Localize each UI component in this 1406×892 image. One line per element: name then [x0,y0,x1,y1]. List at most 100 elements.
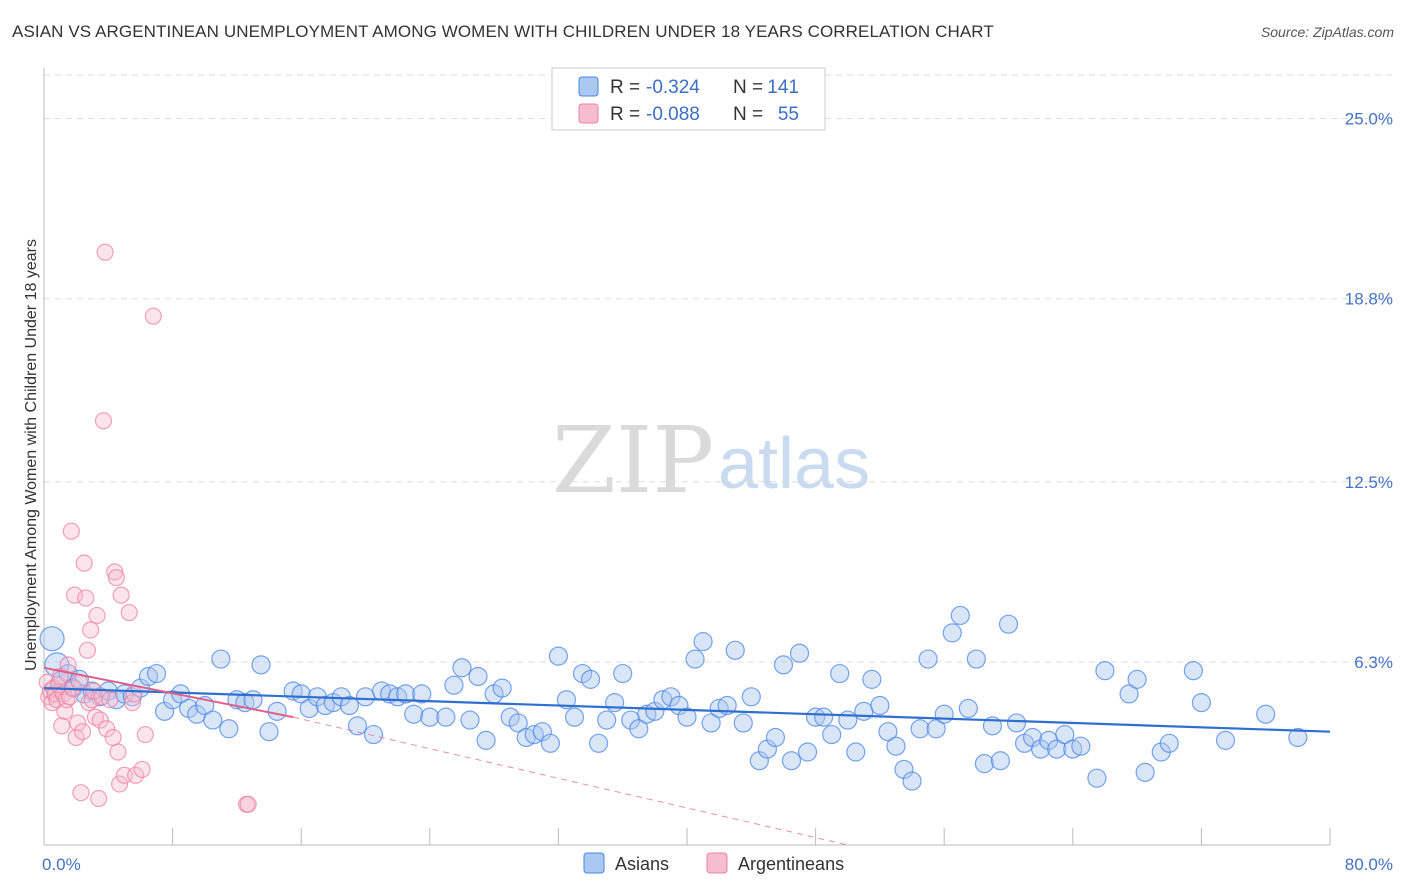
legend-n-label-asians: N = [733,77,763,98]
point-asians [580,669,601,689]
chart-source: Source: ZipAtlas.com [1260,24,1394,40]
point-argentineans [91,711,109,729]
legend-r-value-asians: -0.324 [646,77,700,98]
point-argentineans [94,412,113,430]
point-asians [781,751,802,771]
point-asians [741,687,761,707]
point-asians [556,690,577,710]
watermark: ZIP atlas [552,407,870,514]
point-asians [966,649,986,669]
trend-line-argentineans [43,666,294,719]
bottom-legend-label-argentineans: Argentineans [738,854,844,874]
point-asians [613,663,633,684]
watermark-zip: ZIP [552,407,714,514]
point-asians [597,710,617,730]
point-asians [396,684,416,704]
point-argentineans [123,694,142,712]
point-argentineans [43,694,61,712]
point-argentineans [239,795,257,813]
point-asians [862,669,882,689]
point-asians [540,733,560,753]
point-asians [830,663,850,684]
point-argentineans [96,243,114,261]
legend-n-value-asians: 141 [767,77,799,98]
bottom-legend: Asians Argentineans [583,852,844,874]
point-asians [1087,768,1107,788]
point-argentineans [77,589,95,607]
point-asians [693,632,713,652]
legend-n-label-argentineans: N = [733,104,763,125]
point-asians [339,695,360,716]
point-argentineans [136,725,154,744]
point-asians [1215,730,1236,750]
point-argentineans [106,563,124,581]
x-tick-label-max: 80.0% [1345,855,1393,874]
point-argentineans [133,760,151,779]
point-asians [926,719,946,739]
point-asians [910,719,930,739]
point-asians [990,751,1011,771]
point-argentineans [86,708,105,726]
point-argentineans [65,586,84,604]
point-asians [146,663,167,684]
point-asians [870,695,890,716]
point-asians [789,643,810,663]
point-argentineans [78,641,97,659]
point-asians [211,649,231,669]
point-asians [814,707,834,727]
point-asians [363,724,384,745]
point-argentineans [101,691,119,709]
point-asians [1183,661,1203,681]
point-argentineans [67,728,85,747]
point-asians [588,733,609,753]
point-asians [492,678,512,698]
point-asians [347,716,368,736]
point-asians [685,649,705,669]
point-asians [797,742,818,762]
point-asians [1135,762,1155,782]
point-asians [1256,704,1276,724]
y-axis-title: Unemployment Among Women with Children U… [23,239,40,671]
point-argentineans [48,691,66,709]
point-argentineans [53,717,71,735]
point-asians [854,701,874,721]
point-asians [805,707,826,727]
point-asians [902,771,922,791]
point-asians [838,710,858,730]
point-argentineans [104,728,122,747]
chart-title: ASIAN VS ARGENTINEAN UNEMPLOYMENT AMONG … [12,22,994,41]
point-asians [886,736,906,756]
point-asians [701,713,721,733]
point-argentineans [90,789,108,808]
point-asians [452,658,472,678]
point-asians [1055,724,1075,745]
point-asians [548,646,569,666]
point-asians [934,704,954,724]
point-asians [725,640,745,660]
point-asians [468,666,488,687]
point-argentineans [110,775,129,793]
point-asians [412,684,432,704]
point-asians [564,707,585,727]
point-asians [974,754,994,774]
series-argentineans [38,243,257,813]
point-argentineans [120,603,138,622]
point-argentineans [72,784,90,802]
legend-n-value-argentineans: 55 [778,104,799,125]
point-asians [1071,736,1091,756]
point-argentineans [109,743,127,761]
bottom-legend-swatch-argentineans [706,852,728,874]
legend-r-label-asians: R = [610,77,640,98]
point-asians [950,605,970,626]
series-asians [39,605,1308,791]
point-argentineans [62,522,80,540]
y-tick-labels: 6.3% 12.5% 18.8% 25.0% [1345,110,1393,672]
point-argentineans [82,621,100,639]
legend-r-value-argentineans: -0.088 [646,104,700,125]
point-asians [1119,684,1139,704]
watermark-atlas: atlas [718,424,870,504]
point-asians [444,675,464,695]
point-asians [629,719,649,739]
point-asians [1095,661,1115,681]
